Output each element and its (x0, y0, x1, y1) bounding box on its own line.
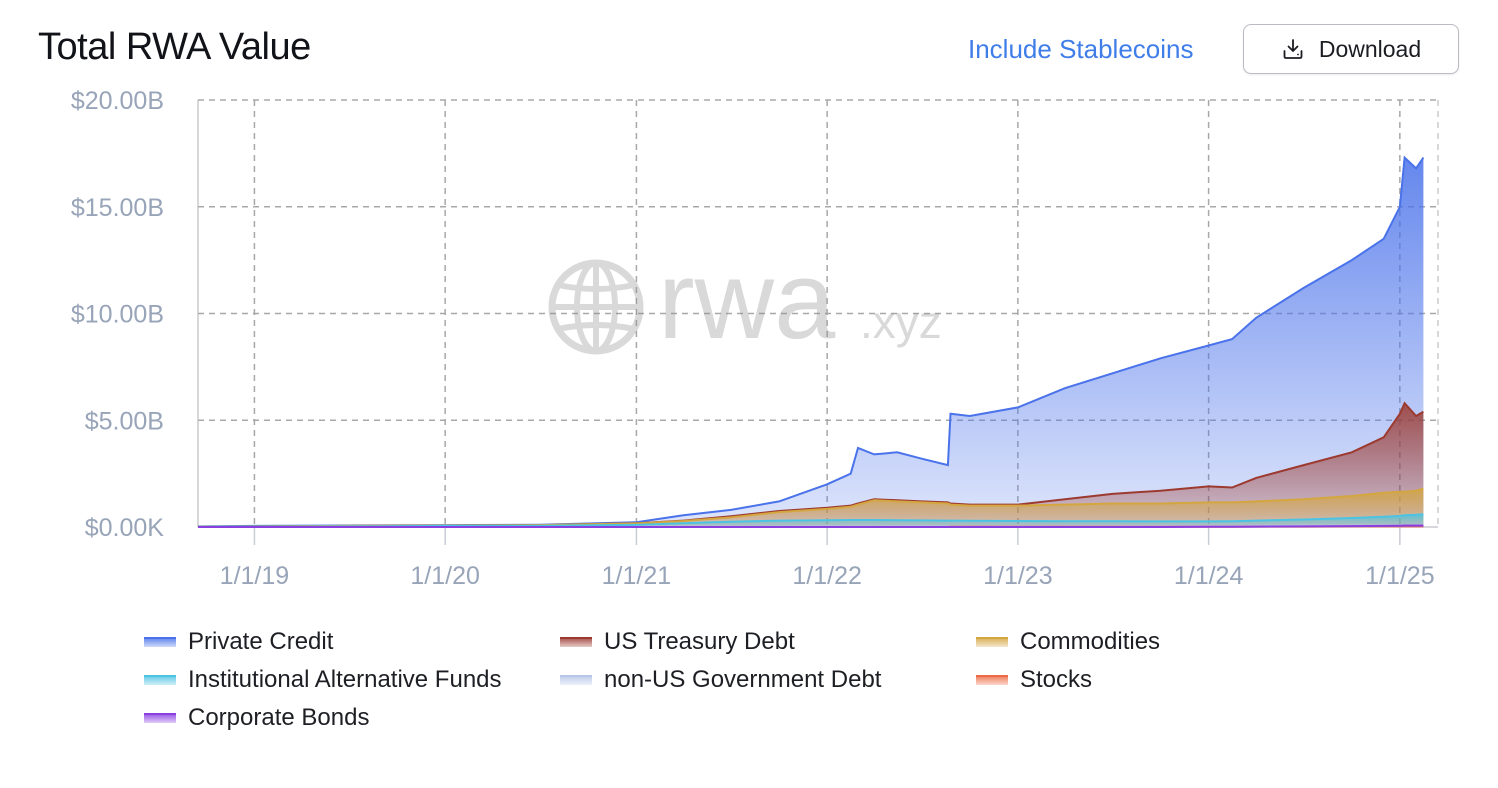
rwa-area-chart[interactable]: rwa .xyz $20.00B $15.00B $10.00B $5.00B $0.0… (0, 0, 1498, 620)
include-stablecoins-toggle[interactable]: Include Stablecoins (968, 34, 1194, 64)
y-tick-label: $20.00B (71, 87, 164, 115)
legend-label: Commodities (1020, 628, 1161, 655)
download-button[interactable]: Download (1243, 24, 1459, 74)
legend-label: Stocks (1020, 666, 1093, 693)
x-tick-label: 1/1/24 (1174, 562, 1244, 590)
watermark: rwa .xyz (548, 239, 942, 362)
legend-swatch (976, 675, 1008, 685)
watermark-suffix: .xyz (860, 296, 942, 348)
area-private-credit[interactable] (198, 157, 1424, 527)
globe-icon (548, 259, 644, 355)
legend-swatch (144, 713, 176, 723)
legend-label: Institutional Alternative Funds (188, 666, 502, 693)
download-icon (1283, 39, 1303, 59)
x-tick-label: 1/1/20 (410, 562, 480, 590)
y-tick-label: $10.00B (71, 301, 164, 329)
legend-label: Private Credit (188, 628, 334, 655)
x-tick-label: 1/1/25 (1365, 562, 1435, 590)
chart-title: Total RWA Value (38, 26, 311, 68)
y-tick-label: $15.00B (71, 194, 164, 222)
legend-item[interactable]: US Treasury Debt (560, 628, 795, 656)
legend-item[interactable]: Private Credit (144, 628, 333, 656)
download-button-label: Download (1318, 35, 1422, 62)
legend-swatch (560, 637, 592, 647)
line-commodities (197, 487, 1424, 528)
legend-item[interactable]: Institutional Alternative Funds (144, 666, 502, 694)
x-tick-label: 1/1/22 (792, 562, 862, 590)
legend-label: Corporate Bonds (188, 704, 370, 731)
legend-swatch (144, 637, 176, 647)
legend-item[interactable]: Corporate Bonds (144, 704, 369, 732)
area-series (197, 155, 1425, 528)
legend-item[interactable]: non-US Government Debt (560, 666, 881, 694)
watermark-text: rwa (658, 239, 836, 362)
x-tick-label: 1/1/19 (220, 562, 290, 590)
legend-label: non-US Government Debt (604, 666, 882, 693)
x-tick-label: 1/1/23 (983, 562, 1053, 590)
line-institutional-alternative-funds (197, 513, 1424, 528)
line-private-credit (197, 155, 1425, 528)
y-tick-label: $0.00K (85, 514, 165, 542)
line-corporate-bonds (198, 524, 1424, 528)
area-us-treasury-debt[interactable] (198, 403, 1424, 527)
legend-label: US Treasury Debt (604, 628, 795, 655)
area-commodities[interactable] (198, 488, 1424, 527)
legend-swatch (976, 637, 1008, 647)
legend-swatch (144, 675, 176, 685)
axis-labels: $20.00B $15.00B $10.00B $5.00B $0.00K 1/1/19 1… (71, 87, 1435, 590)
x-tick-label: 1/1/21 (602, 562, 672, 590)
legend-swatch (560, 675, 592, 685)
y-tick-label: $5.00B (85, 407, 164, 435)
legend-item[interactable]: Stocks (976, 666, 1092, 694)
legend-item[interactable]: Commodities (976, 628, 1160, 656)
